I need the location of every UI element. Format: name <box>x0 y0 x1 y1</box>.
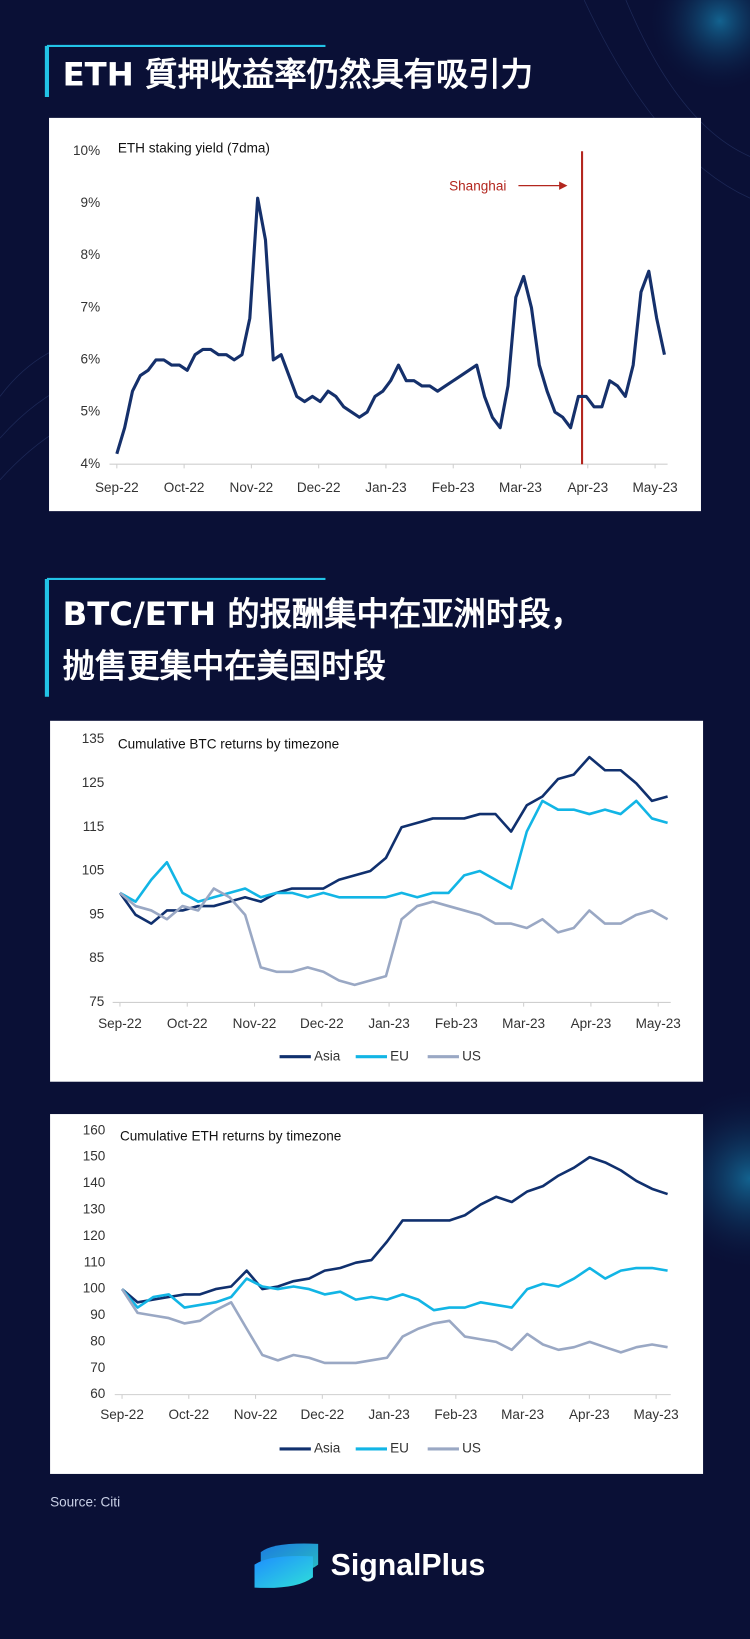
y-tick-label: 120 <box>83 1228 106 1243</box>
y-tick-label: 7% <box>81 299 101 314</box>
y-tick-label: 140 <box>83 1175 106 1190</box>
x-tick-label: Nov-22 <box>233 1016 277 1031</box>
x-tick-label: Apr-23 <box>567 480 608 495</box>
y-tick-label: 100 <box>83 1281 106 1296</box>
x-tick-label: Apr-23 <box>571 1016 612 1031</box>
x-tick-label: May-23 <box>636 1016 681 1031</box>
chart-title: Cumulative BTC returns by timezone <box>118 736 339 751</box>
x-tick-label: Dec-22 <box>300 1407 344 1422</box>
heading-1-decor <box>44 577 326 697</box>
y-tick-label: 8% <box>81 247 101 262</box>
x-tick-label: Feb-23 <box>434 1407 477 1422</box>
y-tick-label: 9% <box>81 195 101 210</box>
x-tick-label: May-23 <box>632 480 677 495</box>
y-tick-label: 80 <box>90 1333 105 1348</box>
y-tick-label: 115 <box>83 819 105 834</box>
y-tick-label: 90 <box>90 1307 105 1322</box>
line-series <box>119 799 668 903</box>
chart-title: Cumulative ETH returns by timezone <box>120 1129 341 1144</box>
x-tick-label: Sep-22 <box>95 480 139 495</box>
line-series <box>121 1155 669 1304</box>
x-tick-label: Dec-22 <box>300 1016 344 1031</box>
brand: SignalPlus <box>331 1549 486 1582</box>
heading: 抛售更集中在美国时段 <box>63 647 387 685</box>
y-tick-label: 105 <box>82 863 105 878</box>
legend-label: EU <box>390 1048 409 1063</box>
line-series <box>118 755 668 925</box>
y-tick-label: 75 <box>89 994 104 1009</box>
source: Source: Citi <box>50 1494 120 1509</box>
y-tick-label: 135 <box>82 731 105 746</box>
x-tick-label: May-23 <box>634 1407 679 1422</box>
y-tick-label: 130 <box>83 1201 106 1216</box>
legend-label: Asia <box>314 1048 341 1063</box>
heading: ETH 質押收益率仍然具有吸引力 <box>63 56 533 94</box>
x-tick-label: Jan-23 <box>365 480 406 495</box>
x-tick-label: Oct-22 <box>164 480 205 495</box>
glow <box>646 0 750 94</box>
legend-label: Asia <box>314 1440 341 1455</box>
legend-label: US <box>462 1440 481 1455</box>
y-tick-label: 5% <box>81 404 101 419</box>
x-tick-label: Jan-23 <box>368 1016 409 1031</box>
logo <box>254 1543 319 1588</box>
chart-panel <box>49 117 701 512</box>
y-tick-label: 125 <box>82 775 105 790</box>
y-tick-label: 60 <box>90 1386 105 1401</box>
chart-panel <box>50 720 704 1082</box>
y-tick-label: 85 <box>89 950 104 965</box>
line-series <box>121 1266 668 1312</box>
x-tick-label: Oct-22 <box>167 1016 208 1031</box>
y-tick-label: 95 <box>89 906 104 921</box>
chart-panel <box>50 1114 704 1474</box>
x-tick-label: Nov-22 <box>234 1407 278 1422</box>
x-tick-label: Sep-22 <box>100 1407 144 1422</box>
y-tick-label: 110 <box>84 1254 106 1269</box>
x-tick-label: Nov-22 <box>230 480 274 495</box>
heading-0-decor <box>44 44 326 98</box>
y-tick-label: 10% <box>73 143 100 158</box>
x-tick-label: Apr-23 <box>569 1407 610 1422</box>
y-tick-label: 160 <box>83 1122 106 1137</box>
x-tick-label: Mar-23 <box>499 480 542 495</box>
line-series <box>119 887 669 987</box>
y-tick-label: 70 <box>90 1360 105 1375</box>
x-tick-label: Feb-23 <box>435 1016 478 1031</box>
x-tick-label: Dec-22 <box>297 480 341 495</box>
y-tick-label: 6% <box>81 351 101 366</box>
x-tick-label: Mar-23 <box>501 1407 544 1422</box>
legend-label: EU <box>390 1440 409 1455</box>
y-tick-label: 150 <box>83 1149 106 1164</box>
x-tick-label: Feb-23 <box>432 480 475 495</box>
x-tick-label: Oct-22 <box>168 1407 209 1422</box>
annotation-text: Shanghai <box>449 178 506 193</box>
y-tick-label: 4% <box>81 456 101 471</box>
x-tick-label: Sep-22 <box>98 1016 142 1031</box>
heading: BTC/ETH 的报酬集中在亚洲时段， <box>63 595 583 633</box>
annotation-arrowhead <box>559 181 568 190</box>
x-tick-label: Jan-23 <box>368 1407 409 1422</box>
x-tick-label: Mar-23 <box>502 1016 545 1031</box>
line-series <box>120 1288 668 1365</box>
line-series <box>115 196 666 455</box>
legend-label: US <box>462 1048 481 1063</box>
chart-title: ETH staking yield (7dma) <box>118 141 270 156</box>
